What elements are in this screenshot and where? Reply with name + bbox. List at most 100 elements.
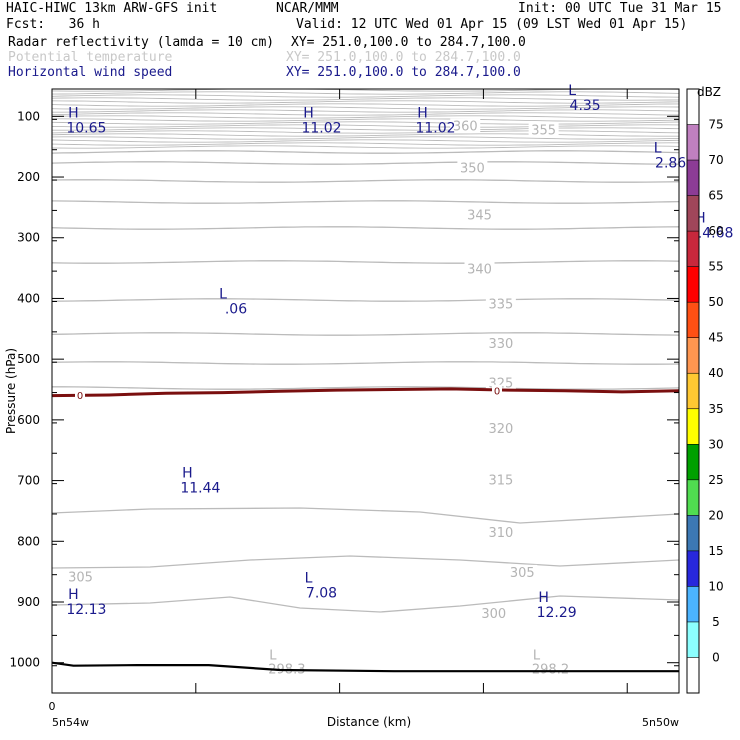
theta-line <box>52 97 679 101</box>
colorbar-level: 45 <box>708 331 723 345</box>
colorbar-level: 30 <box>708 437 723 451</box>
theta-line <box>52 133 679 137</box>
theta-line <box>52 179 679 183</box>
colorbar-level: 15 <box>708 544 723 558</box>
theta-label: 340 <box>467 262 492 277</box>
wind-extremum-value: 7.08 <box>306 586 337 602</box>
colorbar-level: 65 <box>708 189 723 203</box>
theta-label-bg <box>457 160 488 175</box>
colorbar-segment <box>687 195 699 232</box>
terrain <box>52 661 679 673</box>
theta-line <box>52 555 679 569</box>
theta-label: 310 <box>488 526 513 541</box>
theta-contours <box>52 89 679 613</box>
y-tick-label: 600 <box>17 413 40 427</box>
theta-line <box>52 127 679 131</box>
y-tick-label: 200 <box>17 170 40 184</box>
y-tick-label: 900 <box>17 595 40 609</box>
field-name-wind: Horizontal wind speed <box>8 65 173 80</box>
theta-label-bg <box>485 420 516 435</box>
theta-line <box>52 332 679 336</box>
theta-label-bg <box>485 335 516 350</box>
y-tick-label: 500 <box>17 352 40 366</box>
colorbar-segment <box>687 124 699 161</box>
colorbar-segment <box>687 550 699 587</box>
field-xy-theta: XY= 251.0,100.0 to 284.7,100.0 <box>286 50 521 65</box>
y-tick-label: 1000 <box>9 656 40 670</box>
theta-line <box>52 361 679 365</box>
theta-label-bg <box>528 122 559 137</box>
theta-label-bg <box>485 524 516 539</box>
theta-line <box>52 507 679 524</box>
plot-frame <box>51 88 680 694</box>
wind-extremum-value: 12.29 <box>537 605 577 621</box>
reflectivity-zero-label: 0 <box>494 387 500 398</box>
wind-extremum-letter: H <box>182 466 193 482</box>
colorbar-segment <box>687 479 699 516</box>
reflectivity-label-bg <box>75 388 85 400</box>
model-title: HAIC-HIWC 13km ARW-GFS init <box>6 1 218 16</box>
colorbar-segment <box>687 231 699 267</box>
colorbar-segment <box>687 266 699 303</box>
wind-extremum-letter: H <box>68 587 79 603</box>
theta-line <box>52 106 679 110</box>
theta-line <box>52 150 679 154</box>
theta-label: 315 <box>488 474 513 489</box>
org-title: NCAR/MMM <box>276 1 339 16</box>
theta-label: 360 <box>453 120 478 135</box>
colorbar-frame <box>686 88 700 694</box>
colorbar-segment <box>687 89 699 125</box>
x-axis-label: Distance (km) <box>327 715 411 729</box>
x-left-endpoint: 5n54w <box>52 716 89 729</box>
reflectivity-label-bg <box>492 384 502 396</box>
y-tick-label: 100 <box>17 109 40 123</box>
theta-line <box>52 136 679 140</box>
wind-extrema: H10.65H11.02H11.02L4.35L2.86H14.68L.06H1… <box>66 83 733 621</box>
field-xy-wind: XY= 251.0,100.0 to 284.7,100.0 <box>286 65 521 80</box>
theta-line <box>52 109 679 113</box>
wind-extremum-letter: H <box>303 106 314 122</box>
theta-line <box>52 226 679 230</box>
field-xy-reflectivity: XY= 251.0,100.0 to 284.7,100.0 <box>291 35 526 50</box>
theta-label: 305 <box>68 571 93 586</box>
theta-line <box>52 94 679 98</box>
theta-line <box>52 139 679 143</box>
theta-label-bg <box>450 118 481 133</box>
theta-line <box>52 200 679 204</box>
colorbar-segment <box>687 621 699 658</box>
colorbar-segment <box>687 302 699 338</box>
theta-label-bg <box>464 207 495 222</box>
wind-extremum-letter: L <box>305 571 313 587</box>
field-name-theta: Potential temperature <box>8 50 173 65</box>
wind-extremum-letter: L <box>568 83 576 99</box>
theta-label-bg <box>485 472 516 487</box>
theta-label-bg <box>507 564 538 579</box>
colorbar-segment <box>687 373 699 409</box>
wind-extremum-letter: H <box>538 590 549 606</box>
wind-extremum-value: 11.44 <box>180 481 220 497</box>
reflectivity-zero-line <box>52 387 679 398</box>
y-tick-label: 400 <box>17 291 40 305</box>
theta-line <box>52 91 679 95</box>
theta-label-bg <box>464 261 495 276</box>
theta-label: 335 <box>488 298 513 313</box>
theta-line <box>52 298 679 302</box>
colorbar-segment <box>687 444 699 480</box>
colorbar-level: 55 <box>708 260 723 274</box>
theta-line <box>52 115 679 119</box>
theta-line <box>52 260 679 264</box>
theta-line <box>52 145 679 149</box>
wind-extremum-value: 2.86 <box>655 156 686 172</box>
colorbar-level: 40 <box>708 366 723 380</box>
wind-extremum-value: 14.68 <box>693 226 733 242</box>
x-right-endpoint: 5n50w <box>642 716 679 729</box>
wind-extremum-value: 12.13 <box>66 602 106 618</box>
colorbar-level: 35 <box>708 402 723 416</box>
wind-extremum-letter: H <box>695 211 706 227</box>
theta-label: 350 <box>460 162 485 177</box>
theta-line <box>52 118 679 122</box>
axes: 100 200 300 400 500 600 700 800 900 1000 <box>9 89 679 693</box>
